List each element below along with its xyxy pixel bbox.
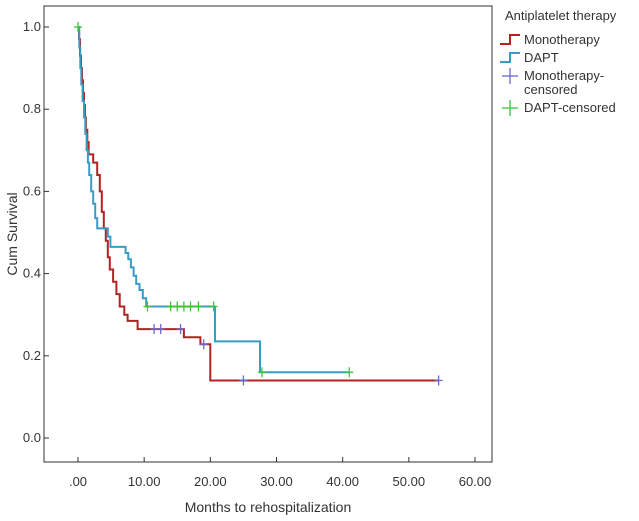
axes: 0.0 0.2 0.4 0.6 0.8 1.0 .00 10.00 20.00 30.00 40.0… [4,5,493,515]
dapt-censor-mark [186,301,195,312]
y-tick-label: 0.8 [23,101,41,116]
x-tick-label: .00 [69,474,87,489]
monotherapy-censor-mark [176,324,185,335]
y-tick-label: 0.4 [23,266,41,281]
plot-frame [43,5,493,463]
y-tick-label: 0.0 [23,430,41,445]
monotherapy-censor-mark [434,375,443,386]
legend-swatch [500,34,520,45]
legend-entry: DAPT [500,50,559,65]
dapt-censor-mark [209,301,218,312]
x-tick-label: 20.00 [194,474,227,489]
legend-label: Monotherapy- [524,68,604,83]
legend-label: Monotherapy [524,32,600,47]
legend-label: censored [524,82,577,97]
y-tick-label: 0.2 [23,348,41,363]
legend-entry: Monotherapy [500,32,600,47]
y-tick-label: 1.0 [23,19,41,34]
monotherapy-survival-curve [78,26,439,382]
monotherapy-censor-mark [199,339,208,350]
legend-entry: Monotherapy-censored [502,68,604,97]
dapt-censor-mark [257,367,266,378]
plot-series [74,22,443,386]
y-tick-label: 0.6 [23,183,41,198]
legend-label: DAPT-censored [524,100,616,115]
monotherapy-censor-mark [156,324,165,335]
legend-entry: DAPT-censored [502,100,616,116]
legend-swatch [500,52,520,63]
legend-title: Antiplatelet therapy [505,8,617,23]
dapt-survival-curve [78,26,350,374]
monotherapy-censor-mark [239,375,248,386]
dapt-censor-mark [345,367,354,378]
legend-swatch [502,68,518,84]
x-tick-label: 50.00 [393,474,426,489]
dapt-censor-mark [194,301,203,312]
legend-label: DAPT [524,50,559,65]
legend: Antiplatelet therapy Monotherapy DAPT Monot… [500,8,617,116]
x-tick-label: 10.00 [128,474,161,489]
legend-swatch [502,100,518,116]
x-tick-label: 60.00 [459,474,492,489]
y-axis-title: Cum Survival [4,192,20,275]
dapt-censor-mark [143,301,152,312]
x-axis-title: Months to rehospitalization [185,499,352,515]
x-tick-label: 30.00 [260,474,293,489]
x-tick-label: 40.00 [326,474,359,489]
dapt-censor-mark [74,22,82,32]
